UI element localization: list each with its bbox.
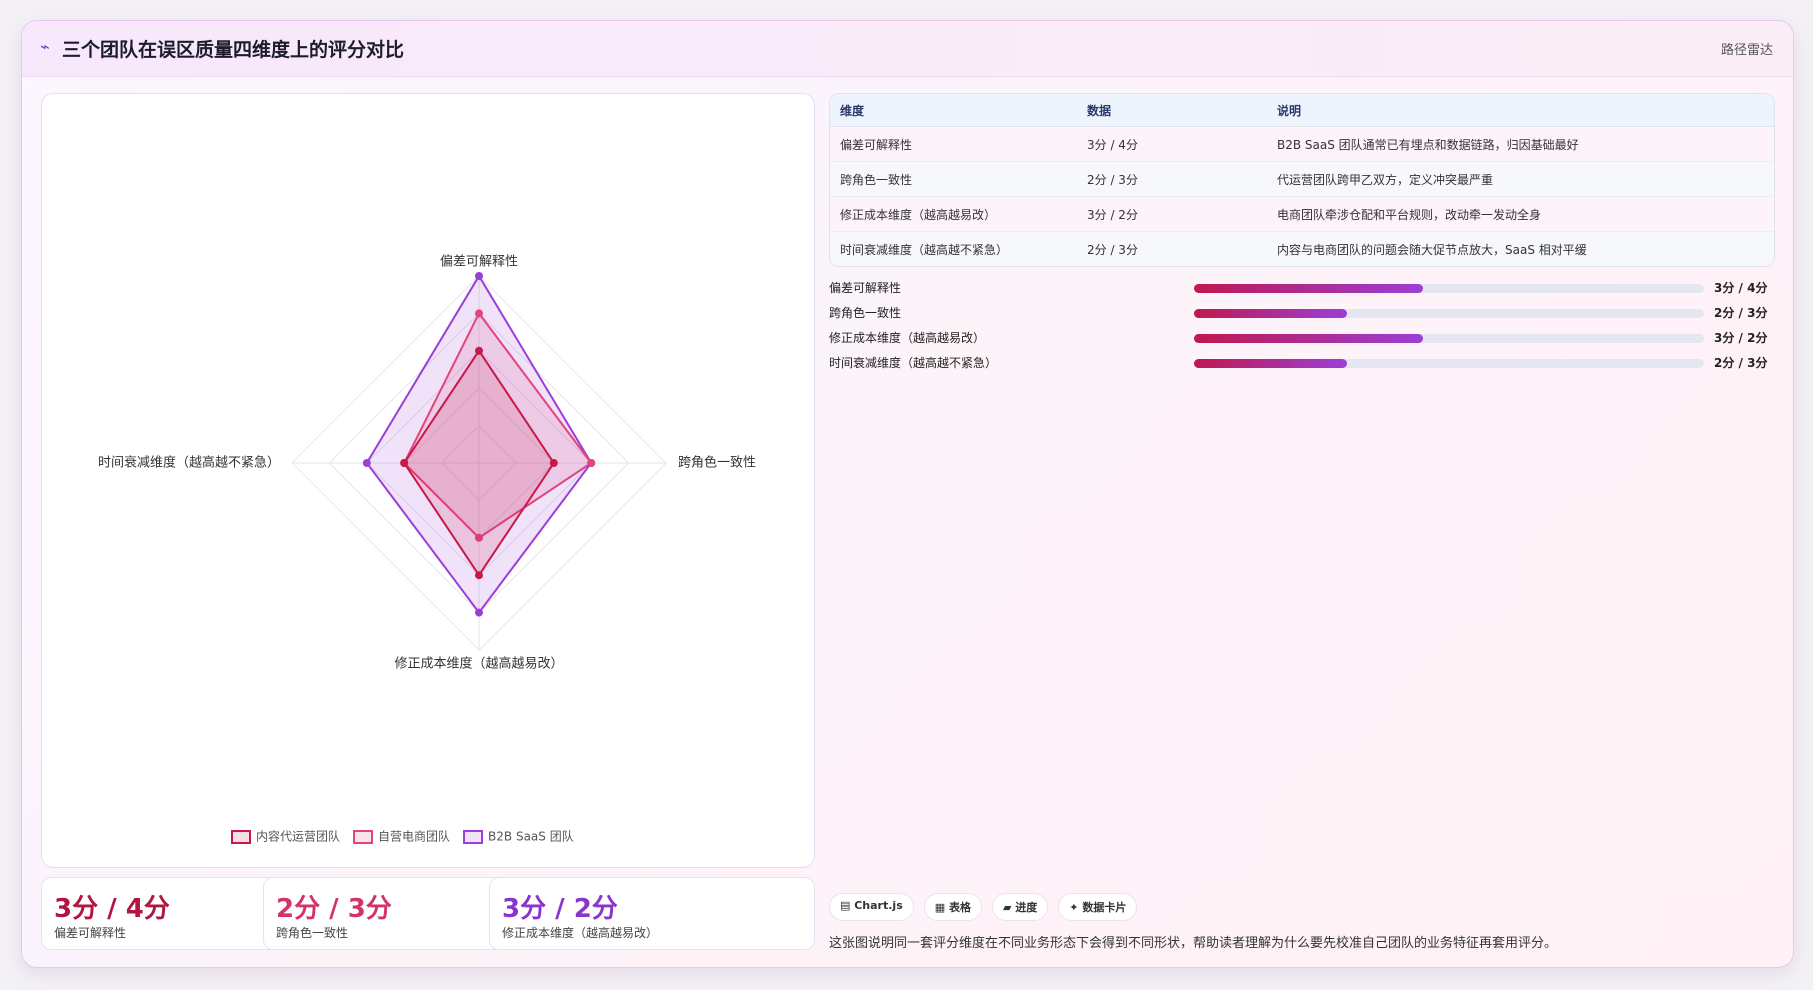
header: ⌁ 三个团队在误区质量四维度上的评分对比 路径雷达 <box>22 21 1793 77</box>
table-body: 偏差可解释性 3分 / 4分 B2B SaaS 团队通常已有埋点和数据链路，归因基础… <box>830 126 1774 266</box>
tag-label: 进度 <box>1015 901 1038 914</box>
chart-panel: 偏差可解释性跨角色一致性修正成本维度（越高越易改） 时间衰减维度（越高越不紧急） 内… <box>41 93 815 868</box>
series-point <box>475 309 483 318</box>
table-row: 偏差可解释性 3分 / 4分 B2B SaaS 团队通常已有埋点和数据链路，归因基础… <box>830 126 1774 162</box>
progress-value: 2分 / 3分 <box>1714 356 1768 370</box>
axis-label: 跨角色一致性 <box>678 455 756 471</box>
progress-track <box>1194 284 1704 293</box>
stat-label: 修正成本维度（越高越易改） <box>502 926 659 940</box>
table-row: 时间衰减维度（越高越不紧急） 2分 / 3分 内容与电商团队的问题会随大促节点放大，… <box>830 231 1774 266</box>
series-point <box>475 608 483 617</box>
progress-row: 修正成本维度（越高越易改） 3分 / 2分 <box>829 326 1773 351</box>
table-cell: 代运营团队跨甲乙双方，定义冲突最严重 <box>1267 161 1774 197</box>
legend-swatch <box>463 830 484 844</box>
column-header: 数据 <box>1077 94 1267 127</box>
axis-label: 偏差可解释性 <box>440 255 518 270</box>
tag: ▰ 进度 <box>991 893 1049 921</box>
series-point <box>475 346 483 355</box>
axis-label: 修正成本维度（越高越易改） <box>394 656 563 672</box>
table-cell: 3分 / 4分 <box>1077 126 1267 162</box>
progress-list: 偏差可解释性 3分 / 4分 跨角色一致性 2分 / 3分 修正成本维度（越高越易改） 3… <box>829 276 1773 376</box>
progress-row: 跨角色一致性 2分 / 3分 <box>829 301 1773 326</box>
legend-label: 自营电商团队 <box>378 829 450 844</box>
stat-label: 偏差可解释性 <box>54 926 127 940</box>
progress-row: 时间衰减维度（越高越不紧急） 2分 / 3分 <box>829 351 1773 376</box>
progress-value: 3分 / 2分 <box>1714 331 1768 345</box>
series-point <box>475 571 483 580</box>
legend-swatch <box>353 830 374 844</box>
stat-card: 2分 / 3分跨角色一致性 <box>263 877 514 950</box>
dashboard-card: ⌁ 三个团队在误区质量四维度上的评分对比 路径雷达 偏差可解释性 跨角色一致性 修正… <box>21 20 1794 968</box>
tag: ▤ Chart.js <box>829 893 914 921</box>
progress-value: 2分 / 3分 <box>1714 306 1768 320</box>
footer-text: 这张图说明同一套评分维度在不同业务形态下会得到不同形状，帮助读者理解为什么要先校… <box>829 936 1558 951</box>
header-icon: ⌁ <box>40 37 50 56</box>
tag-label: 表格 <box>948 901 971 914</box>
column-header: 说明 <box>1267 94 1774 127</box>
legend-swatch <box>231 830 251 844</box>
table-cell: 电商团队牵涉仓配和平台规则，改动牵一发动全身 <box>1267 196 1774 232</box>
progress-value: 3分 / 4分 <box>1714 281 1768 295</box>
table-cell: 内容与电商团队的问题会随大促节点放大，SaaS 相对平缓 <box>1267 231 1774 266</box>
progress-row: 偏差可解释性 3分 / 4分 <box>829 276 1773 301</box>
progress-fill <box>1194 284 1424 293</box>
stat-value: 3分 / 4分 <box>54 894 170 924</box>
stat-card: 3分 / 4分偏差可解释性 <box>41 877 291 950</box>
table-header: 维度 数据 说明 <box>830 94 1774 127</box>
progress-label: 时间衰减维度（越高越不紧急） <box>829 356 998 370</box>
table-row: 修正成本维度（越高越易改） 3分 / 2分 电商团队牵涉仓配和平台规则，改动牵一发动… <box>830 196 1774 232</box>
table-cell: 跨角色一致性 <box>830 161 1077 197</box>
series-point <box>587 459 596 467</box>
tag-label: 数据卡片 <box>1082 901 1127 914</box>
legend-label: B2B SaaS 团队 <box>488 829 574 844</box>
tag: ✦ 数据卡片 <box>1058 893 1138 921</box>
title: 三个团队在误区质量四维度上的评分对比 <box>62 39 405 61</box>
tag-list: ▤ Chart.js ▦ 表格 ▰ 进度 ✦ 数据卡片 <box>829 893 1138 921</box>
series-point <box>475 533 483 542</box>
progress-track <box>1194 359 1704 368</box>
progress-track <box>1194 309 1704 318</box>
badge: 路径雷达 <box>1720 43 1773 58</box>
series-point <box>400 459 409 467</box>
series-point <box>549 459 558 467</box>
stat-value: 3分 / 2分 <box>502 894 618 924</box>
progress-label: 跨角色一致性 <box>829 306 902 320</box>
stat-card: 3分 / 2分修正成本维度（越高越易改） <box>489 877 815 950</box>
stat-value: 2分 / 3分 <box>276 894 392 924</box>
table: 维度 数据 说明 偏差可解释性 3分 / 4分 B2B SaaS 团队通常已有埋点和数据链… <box>829 93 1775 267</box>
table-cell: 3分 / 2分 <box>1077 196 1267 232</box>
column-header: 维度 <box>830 94 1077 127</box>
axis-label: 时间衰减维度（越高越不紧急） <box>98 455 280 471</box>
series-point <box>475 272 483 280</box>
progress-track <box>1194 334 1704 343</box>
legend-label: 内容代运营团队 <box>256 829 340 844</box>
progress-label: 修正成本维度（越高越易改） <box>829 331 986 345</box>
progress-fill <box>1194 334 1424 343</box>
series-point <box>362 459 371 467</box>
table-cell: 偏差可解释性 <box>830 126 1077 162</box>
tag: ▦ 表格 <box>923 893 982 921</box>
table-cell: 2分 / 3分 <box>1077 161 1267 197</box>
tag-label: Chart.js <box>854 899 903 912</box>
progress-fill <box>1194 359 1347 368</box>
table-cell: 2分 / 3分 <box>1077 231 1267 266</box>
table-cell: 修正成本维度（越高越易改） <box>830 196 1077 232</box>
table-row: 跨角色一致性 2分 / 3分 代运营团队跨甲乙双方，定义冲突最严重 <box>830 161 1774 197</box>
progress-label: 偏差可解释性 <box>829 281 902 295</box>
table-cell: B2B SaaS 团队通常已有埋点和数据链路，归因基础最好 <box>1267 126 1774 162</box>
table-cell: 时间衰减维度（越高越不紧急） <box>830 231 1077 266</box>
stat-label: 跨角色一致性 <box>276 926 349 940</box>
progress-fill <box>1194 309 1347 318</box>
